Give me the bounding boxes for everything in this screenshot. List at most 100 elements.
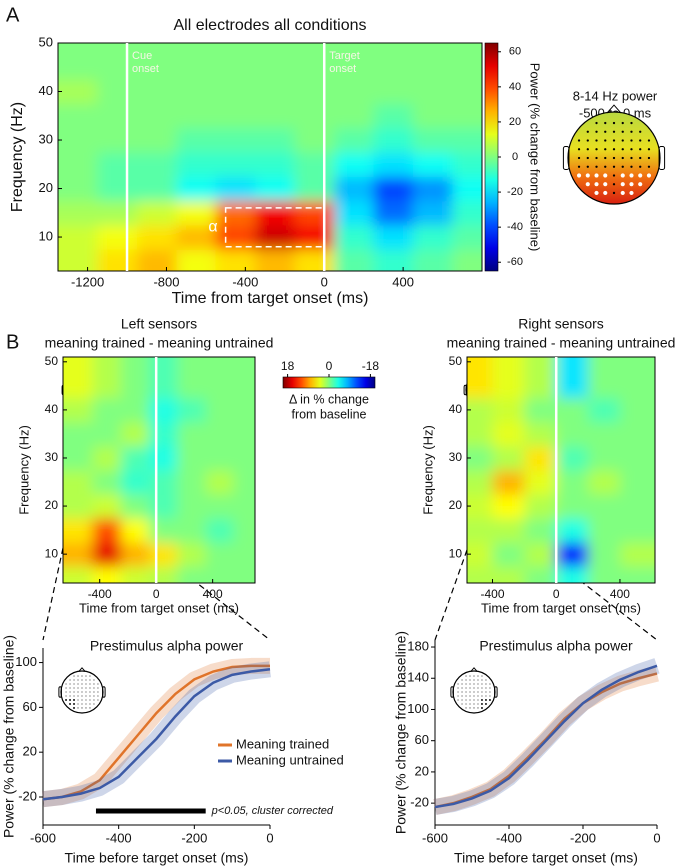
heatmap-cell — [524, 542, 557, 567]
electrode — [81, 707, 83, 709]
heatmap-cell — [92, 470, 122, 495]
electrode — [647, 139, 651, 142]
heatmap-cell — [619, 542, 655, 567]
electrode — [481, 703, 483, 705]
electrode — [469, 675, 471, 677]
electrode — [73, 703, 75, 705]
electrode — [477, 687, 479, 689]
x-tick-label: 0 — [653, 830, 660, 845]
heatmap-cell — [63, 542, 94, 567]
x-tick-label: 0 — [153, 587, 160, 601]
electrode — [489, 687, 491, 689]
heatmap-cell — [215, 152, 256, 177]
electrode — [461, 687, 463, 689]
heatmap-cell — [412, 103, 453, 129]
heatmap-cell — [176, 224, 217, 250]
heatmap-cell — [467, 494, 493, 519]
heatmap-cell — [120, 421, 150, 447]
heatmap-cell — [334, 103, 375, 129]
y-tick-label: 20 — [23, 744, 37, 759]
heatmap-cell — [233, 470, 255, 495]
heatmap-cell — [373, 127, 414, 153]
heatmap-cell — [412, 176, 453, 202]
heatmap-cell — [588, 445, 621, 471]
electrode — [97, 695, 99, 697]
electrode — [629, 182, 634, 187]
electrode — [621, 156, 624, 160]
x-axis-label: Time from target onset (ms) — [481, 600, 641, 615]
x-tick-label: 400 — [203, 587, 223, 601]
panel-label: B — [6, 331, 19, 353]
y-tick-label: 30 — [39, 131, 53, 146]
colorbar — [282, 376, 376, 389]
electrode — [612, 174, 616, 177]
x-tick-label: 0 — [321, 274, 328, 289]
electrode — [612, 183, 616, 186]
electrode — [69, 695, 71, 697]
heatmap-cell — [556, 421, 589, 447]
electrode — [469, 679, 471, 681]
electrode — [586, 165, 589, 168]
electrode — [489, 699, 491, 701]
electrode — [612, 130, 616, 133]
electrode — [630, 165, 633, 168]
heatmap-cell — [177, 397, 207, 423]
electrode — [489, 683, 491, 685]
heatmap-cell — [136, 249, 177, 271]
heatmap-cell — [452, 43, 482, 80]
electrode — [85, 695, 87, 697]
heatmap-cell — [120, 397, 150, 423]
heatmap-cell — [334, 79, 375, 105]
colorbar-tick-label: 20 — [509, 116, 521, 128]
heatmap-cell — [524, 566, 557, 583]
heatmap-cell — [92, 421, 122, 447]
heatmap-cell — [97, 103, 138, 129]
electrode — [77, 695, 79, 697]
electrode — [577, 165, 581, 168]
electrode — [604, 121, 607, 125]
electrode — [469, 703, 471, 705]
electrode — [65, 691, 67, 693]
heatmap-cell — [97, 152, 138, 177]
electrode — [647, 156, 651, 160]
electrode — [93, 679, 95, 681]
heatmap-cell — [149, 421, 178, 447]
heatmap-cell — [136, 152, 177, 177]
heatmap-cell — [63, 494, 94, 519]
heatmap-cell — [176, 200, 217, 226]
electrode — [473, 707, 475, 709]
electrode — [457, 683, 459, 685]
heatmap-cell — [58, 200, 98, 226]
heatmap-cell — [556, 566, 589, 583]
electrode — [594, 190, 599, 196]
electrode — [77, 699, 79, 701]
electrode — [461, 691, 463, 693]
topo-title: 8-14 Hz power — [573, 88, 658, 103]
heatmap-cell — [58, 224, 98, 250]
y-tick-label: 40 — [45, 402, 59, 416]
heatmap-cell — [467, 445, 493, 471]
heatmap-cells — [63, 357, 255, 583]
electrode — [65, 683, 67, 685]
series-line — [42, 664, 270, 801]
heatmap-cell — [92, 357, 122, 399]
electrode — [465, 699, 467, 701]
heatmap-cell — [588, 494, 621, 519]
electrode — [93, 695, 95, 697]
heatmap-cell — [467, 421, 493, 447]
y-tick-label: 10 — [45, 546, 59, 560]
heatmap-cell — [492, 357, 525, 399]
electrode — [485, 687, 487, 689]
heatmap-cell — [63, 357, 94, 399]
heatmap-cell — [492, 397, 525, 423]
head-outline — [567, 111, 661, 205]
electrode — [457, 699, 459, 701]
heatmap-cell — [97, 224, 138, 250]
heatmap-cell — [215, 43, 256, 80]
x-tick-label: -800 — [153, 274, 179, 289]
heatmap-cell — [619, 518, 655, 543]
electrode — [81, 703, 83, 705]
electrode — [81, 699, 83, 701]
heatmap-cell — [205, 445, 235, 471]
electrode — [469, 687, 471, 689]
